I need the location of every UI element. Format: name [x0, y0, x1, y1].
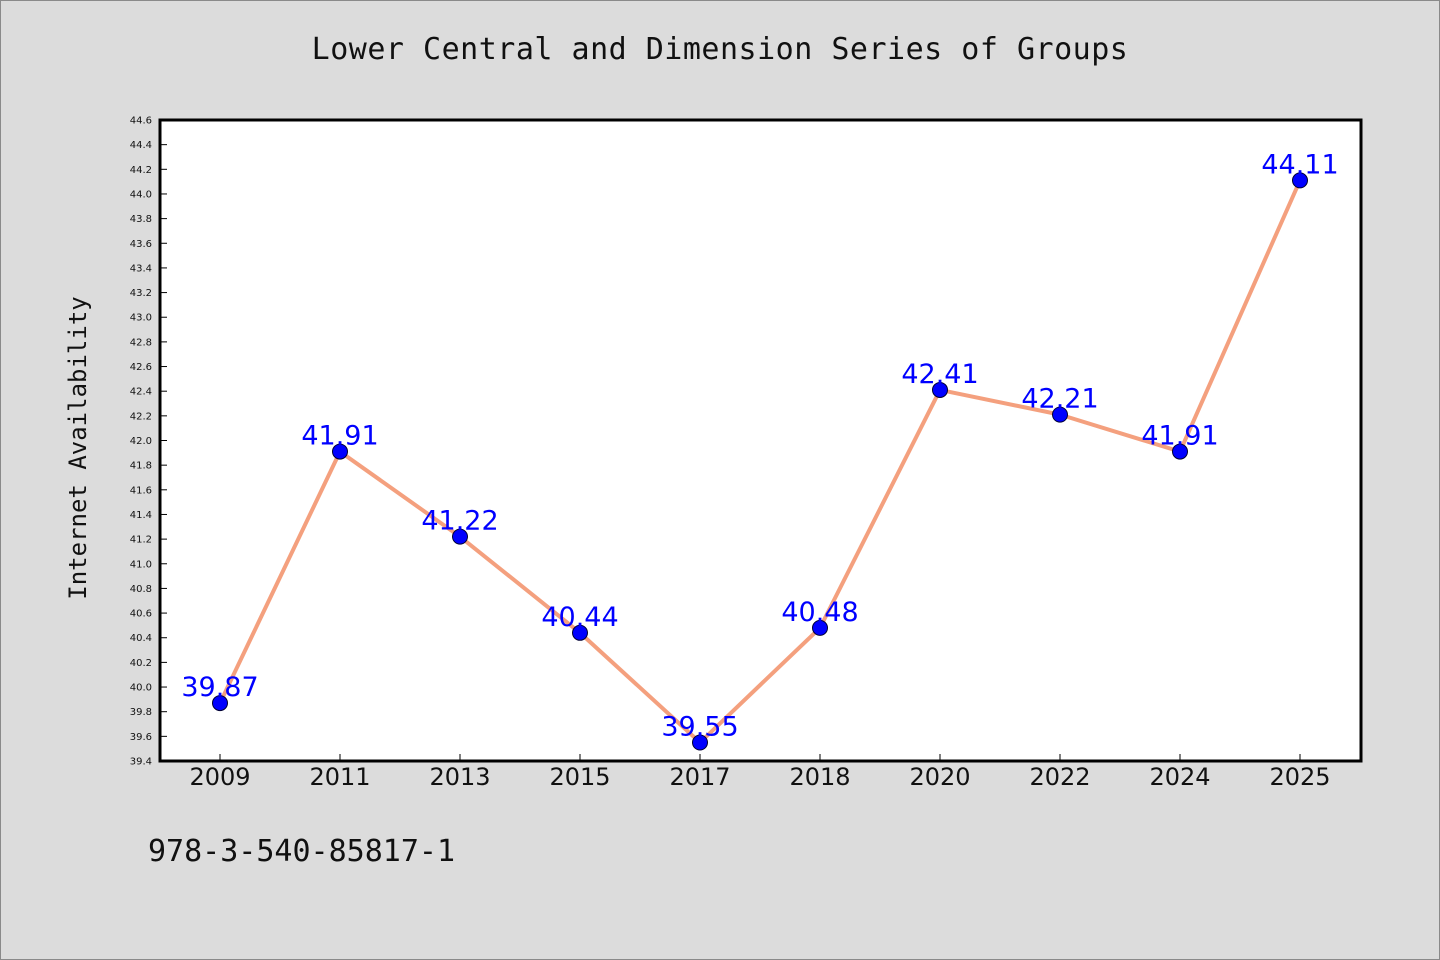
y-tick-label: 44.2 — [130, 165, 152, 176]
y-tick-label: 42.4 — [130, 387, 152, 398]
footer-isbn: 978-3-540-85817-1 — [148, 834, 456, 869]
x-tick-label: 2017 — [669, 763, 730, 791]
data-label: 41.91 — [301, 421, 378, 452]
data-points — [212, 172, 1308, 751]
data-point — [212, 695, 228, 712]
data-point — [1292, 172, 1308, 189]
y-tick-label: 40.0 — [130, 683, 152, 694]
y-tick-label: 40.2 — [130, 658, 152, 669]
y-tick-label: 44.4 — [130, 140, 152, 151]
x-tick-label: 2009 — [189, 763, 250, 791]
x-tick-label: 2024 — [1149, 763, 1210, 791]
data-point — [1172, 443, 1188, 460]
y-tick-label: 43.0 — [130, 313, 152, 324]
x-axis: 2009 2011 2013 2015 2017 2018 2020 2022 2024 2025 — [189, 754, 1331, 791]
chart-title: Lower Central and Dimension Series of Gr… — [311, 32, 1129, 67]
data-point — [1052, 406, 1068, 423]
x-tick-label: 2025 — [1269, 763, 1330, 791]
plot-area — [158, 118, 1363, 763]
y-tick-label: 43.8 — [130, 214, 152, 225]
x-tick-label: 2013 — [429, 763, 490, 791]
y-tick-label: 42.2 — [130, 411, 152, 422]
data-point — [572, 624, 588, 641]
y-tick-label: 43.4 — [130, 263, 152, 274]
y-axis: 39.4 39.6 39.8 40.0 40.2 40.4 40.6 40.8 41.0 41.2… — [130, 116, 167, 768]
y-tick-label: 40.4 — [130, 633, 152, 644]
data-label: 42.21 — [1021, 384, 1098, 415]
x-tick-label: 2022 — [1029, 763, 1090, 791]
y-tick-label: 39.4 — [130, 757, 152, 768]
y-tick-label: 42.8 — [130, 337, 152, 348]
data-point — [812, 619, 828, 636]
data-point — [932, 381, 948, 398]
x-tick-label: 2020 — [909, 763, 970, 791]
x-tick-label: 2011 — [309, 763, 370, 791]
data-point — [332, 443, 348, 460]
data-labels: 39.87 41.91 41.22 40.44 39.55 40.48 42.41 42.21… — [181, 149, 1338, 742]
y-tick-label: 44.0 — [130, 189, 152, 200]
y-tick-label: 42.0 — [130, 436, 152, 447]
data-point — [452, 528, 468, 545]
y-tick-label: 41.4 — [130, 510, 152, 521]
y-tick-label: 39.6 — [130, 732, 152, 743]
data-label: 44.11 — [1261, 149, 1338, 180]
data-label: 40.44 — [541, 602, 618, 633]
y-tick-label: 39.8 — [130, 707, 152, 718]
data-label: 39.55 — [661, 712, 738, 743]
y-tick-label: 40.8 — [130, 584, 152, 595]
x-tick-label: 2018 — [789, 763, 850, 791]
y-tick-label: 42.6 — [130, 362, 152, 373]
y-tick-label: 41.2 — [130, 535, 152, 546]
y-tick-label: 43.6 — [130, 239, 152, 250]
data-label: 39.87 — [181, 672, 258, 703]
y-tick-label: 44.6 — [130, 116, 152, 127]
y-axis-label: Internet Availability — [64, 296, 92, 599]
y-tick-label: 41.8 — [130, 461, 152, 472]
data-point — [692, 734, 708, 751]
y-tick-label: 40.6 — [130, 609, 152, 620]
series-line — [218, 178, 1302, 745]
data-label: 40.48 — [781, 597, 858, 628]
x-tick-label: 2015 — [549, 763, 610, 791]
y-tick-label: 43.2 — [130, 288, 152, 299]
y-tick-label: 41.0 — [130, 559, 152, 570]
data-label: 42.41 — [901, 359, 978, 390]
y-tick-label: 41.6 — [130, 485, 152, 496]
data-label: 41.22 — [421, 506, 498, 537]
data-label: 41.91 — [1141, 421, 1218, 452]
